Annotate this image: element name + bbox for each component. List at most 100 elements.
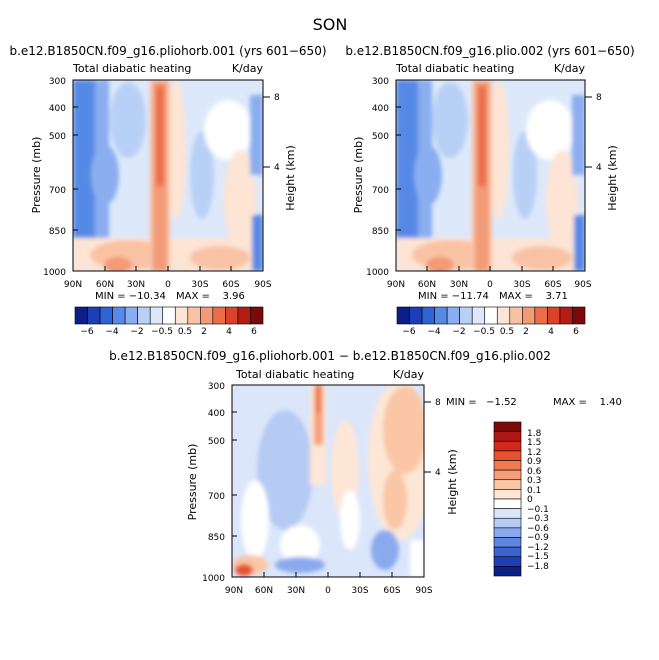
panel-a-ylabel: Pressure (mb) [30, 137, 43, 214]
colorbar-label: −0.3 [527, 514, 549, 524]
colorbar-swatch [493, 489, 522, 500]
panel-b-colorbar-labels: −6 −4 −2 −0.5 0.5 2 4 6 [402, 327, 579, 337]
panel-b-x-ticks: 90N 60N 30N 0 30S 60S 90S [387, 280, 592, 290]
colorbar-label: 4 [548, 327, 554, 337]
panel-c-ylabel-right: Height (km) [446, 449, 459, 515]
panel-a-max-label: MAX = 3.96 [176, 291, 245, 302]
colorbar-swatch [237, 306, 251, 325]
colorbar-label: 1.8 [527, 429, 542, 439]
panel-a-ylabel-right: Height (km) [284, 145, 297, 211]
y-tick-label: 300 [372, 77, 389, 87]
colorbar-label: −2 [452, 327, 465, 337]
panel-b-subtitle-right: K/day [554, 62, 586, 75]
x-tick-label: 90N [387, 280, 405, 290]
panel-c-ylabel: Pressure (mb) [186, 444, 199, 521]
x-tick-label: 30S [191, 280, 208, 290]
colorbar-swatch [493, 460, 522, 471]
x-tick-label: 60N [255, 586, 273, 596]
colorbar-swatch [484, 306, 498, 325]
y-tick-label: 500 [49, 132, 66, 142]
colorbar-swatch [99, 306, 113, 325]
colorbar-label: 0.6 [527, 467, 542, 477]
colorbar-swatch [493, 498, 522, 509]
panel-b-ylabel: Pressure (mb) [352, 137, 365, 214]
y-tick-label: 400 [208, 409, 225, 419]
x-tick-label: 30N [127, 280, 145, 290]
colorbar-swatch [493, 431, 522, 442]
x-tick-label: 90N [64, 280, 82, 290]
colorbar-swatch [493, 469, 522, 481]
colorbar-label: −2 [130, 327, 143, 337]
colorbar-swatch [509, 306, 523, 325]
colorbar-swatch [137, 306, 151, 325]
panel-c-y-ticks: 300 400 500 700 850 1000 [202, 382, 225, 584]
x-tick-label: 0 [487, 280, 493, 290]
panel-a-min-label: MIN = −10.34 [95, 291, 166, 302]
panel-c-max-label: MAX = 1.40 [553, 397, 622, 408]
colorbar-swatch [493, 421, 522, 432]
x-tick-label: 0 [325, 586, 331, 596]
panel-a-title: b.e12.B1850CN.f09_g16.pliohorb.001 (yrs … [9, 44, 326, 58]
colorbar-label: −4 [427, 327, 441, 337]
colorbar-swatch [547, 306, 561, 325]
panel-c-title: b.e12.B1850CN.f09_g16.pliohorb.001 − b.e… [109, 349, 551, 363]
colorbar-label: 0.5 [178, 327, 192, 337]
x-tick-label: 30N [450, 280, 468, 290]
panel-b-tick-marks [396, 79, 592, 271]
colorbar-label: 6 [573, 327, 579, 337]
colorbar-label: 1.2 [527, 448, 541, 458]
colorbar-swatch [493, 508, 522, 519]
colorbar-label: −6 [402, 327, 416, 337]
x-tick-label: 90S [415, 586, 432, 596]
colorbar-label: 2 [201, 327, 207, 337]
y-tick-label: 300 [208, 382, 225, 392]
colorbar-label: 0.9 [527, 457, 542, 467]
y-right-tick-label: 4 [274, 163, 280, 173]
colorbar-swatch [493, 566, 522, 577]
colorbar-swatch [493, 450, 522, 461]
colorbar-swatch [421, 306, 435, 325]
x-tick-label: 30S [513, 280, 530, 290]
colorbar-swatch [493, 527, 522, 538]
panel-b-max-label: MAX = 3.71 [499, 291, 568, 302]
colorbar-label: −4 [105, 327, 119, 337]
colorbar-label: −1.2 [527, 543, 549, 553]
panel-a-tick-marks [73, 79, 270, 271]
panel-pliohorb: b.e12.B1850CN.f09_g16.pliohorb.001 (yrs … [9, 44, 326, 337]
y-tick-label: 1000 [202, 574, 225, 584]
colorbar-swatch [493, 479, 522, 490]
colorbar-label: −6 [80, 327, 94, 337]
colorbar-swatch [493, 556, 522, 567]
y-right-tick-label: 8 [274, 93, 280, 103]
panel-c-subtitle-right: K/day [393, 368, 425, 381]
panel-a-y-ticks: 300 400 500 700 850 1000 [43, 77, 66, 278]
panel-a-colorbar [74, 306, 264, 325]
panel-c-field [232, 385, 424, 577]
colorbar-swatch [493, 440, 522, 452]
colorbar-label: −1.5 [527, 552, 549, 562]
colorbar-swatch [225, 306, 239, 325]
colorbar-swatch [493, 546, 522, 558]
colorbar-label: −0.5 [473, 327, 495, 337]
colorbar-swatch [187, 306, 201, 325]
x-tick-label: 60N [418, 280, 436, 290]
y-right-tick-label: 8 [596, 93, 602, 103]
y-right-tick-label: 4 [596, 163, 602, 173]
colorbar-label: −0.6 [527, 524, 549, 534]
y-tick-label: 700 [372, 186, 389, 196]
colorbar-swatch [174, 306, 189, 325]
colorbar-label: 0 [527, 495, 533, 505]
colorbar-swatch [534, 306, 548, 325]
y-tick-label: 850 [208, 533, 225, 543]
y-tick-label: 1000 [366, 268, 389, 278]
colorbar-label: −0.1 [527, 505, 549, 515]
panel-plio: b.e12.B1850CN.f09_g16.plio.002 (yrs 601−… [345, 44, 634, 337]
colorbar-swatch [396, 306, 410, 325]
colorbar-label: 1.5 [527, 438, 541, 448]
colorbar-label: 0.1 [527, 486, 541, 496]
colorbar-swatch [496, 306, 511, 325]
panel-a-colorbar-labels: −6 −4 −2 −0.5 0.5 2 4 6 [80, 327, 257, 337]
colorbar-swatch [459, 306, 473, 325]
colorbar-label: −0.5 [151, 327, 173, 337]
